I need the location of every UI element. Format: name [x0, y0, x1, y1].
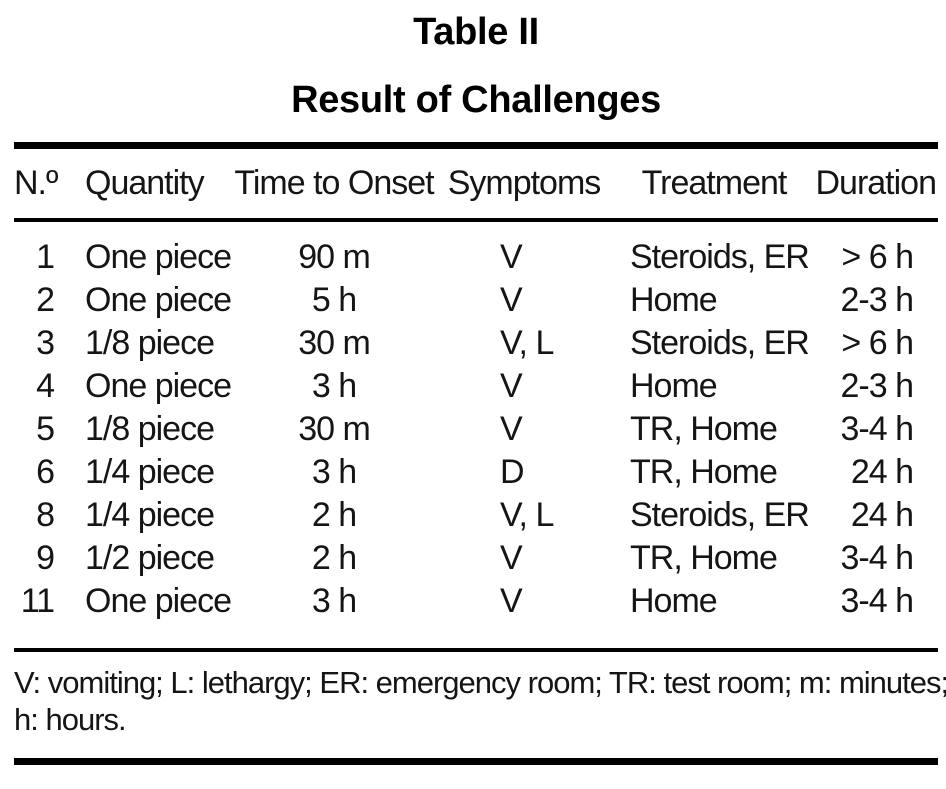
footnote-line: h: hours.: [14, 702, 127, 737]
table-cell: D: [500, 453, 525, 491]
table-cell: 5: [36, 410, 55, 448]
table-cell: One piece: [85, 281, 232, 319]
table-cell: Home: [630, 281, 718, 319]
table-row: 3 1/8 piece 30 m V, L Steroids, ER > 6 h: [14, 322, 938, 365]
table-row: 5 1/8 piece 30 m V TR, Home 3-4 h: [14, 408, 938, 451]
table-header-row: N.º Quantity Time to Onset Symptoms Trea…: [14, 146, 938, 220]
table-cell: 6: [36, 453, 55, 491]
table-footnote: V: vomiting; L: lethargy; ER: emergency …: [14, 664, 946, 738]
table-cell: 30 m: [298, 410, 371, 448]
table-cell: One piece: [85, 367, 232, 405]
table-cell: 2 h: [311, 496, 357, 534]
table-row: 1 One piece 90 m V Steroids, ER > 6 h: [14, 220, 938, 279]
table-cell: 3 h: [311, 582, 357, 620]
table-cell: 2: [36, 281, 55, 319]
column-header-number: N.º: [14, 164, 58, 202]
table-cell: One piece: [85, 238, 232, 276]
table-cell: One piece: [85, 582, 232, 620]
table-cell: 1/8 piece: [85, 410, 215, 448]
table-cell: 90 m: [298, 238, 371, 276]
table-row: 9 1/2 piece 2 h V TR, Home 3-4 h: [14, 537, 938, 580]
table-cell: V: [500, 410, 523, 448]
table-cell: V: [500, 238, 523, 276]
table-cell: TR, Home: [630, 539, 778, 577]
results-table: N.º Quantity Time to Onset Symptoms Trea…: [14, 142, 938, 623]
table-cell: 1/4 piece: [85, 453, 215, 491]
table-cell: Steroids, ER: [630, 238, 810, 276]
table-cell: 9: [36, 539, 55, 577]
column-header-duration: Duration: [815, 164, 937, 202]
table-row: 2 One piece 5 h V Home 2-3 h: [14, 279, 938, 322]
table-cell: 8: [36, 496, 55, 534]
table-row: 4 One piece 3 h V Home 2-3 h: [14, 365, 938, 408]
table-cell: > 6 h: [841, 324, 914, 362]
table-cell: 1/4 piece: [85, 496, 215, 534]
table-cell: 1: [36, 238, 55, 276]
table-cell: Steroids, ER: [630, 496, 810, 534]
column-header-quantity: Quantity: [85, 164, 205, 202]
footnote-line: V: vomiting; L: lethargy; ER: emergency …: [14, 665, 946, 700]
table-cell: 1/2 piece: [85, 539, 215, 577]
table-cell: 3-4 h: [840, 539, 915, 577]
table-cell: 3-4 h: [840, 410, 915, 448]
table-figure-content: Table II Result of Challenges N.º Quanti…: [14, 11, 946, 765]
table-cell: V: [500, 367, 523, 405]
table-row: 11 One piece 3 h V Home 3-4 h: [14, 580, 938, 623]
table-title: Table II: [413, 11, 539, 53]
bottom-rule: [14, 758, 938, 765]
table-cell: 24 h: [850, 453, 914, 491]
table-cell: TR, Home: [630, 410, 778, 448]
table-cell: V, L: [500, 324, 554, 362]
table-cell: 3 h: [311, 453, 357, 491]
table-cell: 3: [36, 324, 55, 362]
table-cell: 24 h: [850, 496, 914, 534]
column-header-symptoms: Symptoms: [447, 164, 602, 202]
table-cell: V: [500, 582, 523, 620]
table-cell: Home: [630, 367, 718, 405]
table-cell: V: [500, 281, 523, 319]
table-cell: 30 m: [298, 324, 371, 362]
table-cell: V: [500, 539, 523, 577]
table-cell: V, L: [500, 496, 554, 534]
table-cell: Home: [630, 582, 718, 620]
table-row: 8 1/4 piece 2 h V, L Steroids, ER 24 h: [14, 494, 938, 537]
table-row: 6 1/4 piece 3 h D TR, Home 24 h: [14, 451, 938, 494]
table-cell: 4: [36, 367, 55, 405]
table-cell: 2-3 h: [840, 281, 915, 319]
table-subtitle: Result of Challenges: [291, 79, 661, 121]
table-cell: 1/8 piece: [85, 324, 215, 362]
table-header: N.º Quantity Time to Onset Symptoms Trea…: [14, 146, 938, 220]
column-header-treatment: Treatment: [641, 164, 788, 202]
footnote-separator-rule: [14, 648, 938, 652]
table-body: 1 One piece 90 m V Steroids, ER > 6 h 2 …: [14, 220, 938, 623]
table-cell: Steroids, ER: [630, 324, 810, 362]
table-cell: 5 h: [311, 281, 357, 319]
table-cell: 3 h: [311, 367, 357, 405]
table-cell: 3-4 h: [840, 582, 915, 620]
table-cell: 11: [20, 582, 55, 620]
table-cell: > 6 h: [841, 238, 914, 276]
table-cell: 2-3 h: [840, 367, 915, 405]
table-cell: TR, Home: [630, 453, 778, 491]
table-cell: 2 h: [311, 539, 357, 577]
column-header-time-to-onset: Time to Onset: [234, 164, 434, 202]
